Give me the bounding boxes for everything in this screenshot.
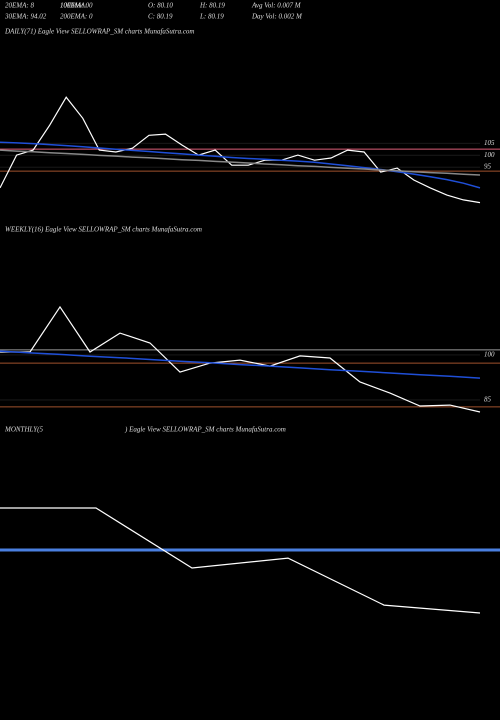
series-line <box>0 96 481 204</box>
header-stat: O: 80.10 <box>148 2 173 10</box>
y-tick-label: 100 <box>484 151 495 159</box>
header-stat: 100EMA: 0 <box>60 2 93 10</box>
y-tick-label: 105 <box>484 139 495 147</box>
header-stat: 20EMA: 8 <box>5 2 34 10</box>
y-tick-label: 85 <box>484 396 492 404</box>
header-stat: 200EMA: 0 <box>60 13 93 21</box>
panel-subtitle: ) Eagle View SELLOWRAP_SM charts MunafaS… <box>124 426 286 434</box>
series-line <box>0 350 481 379</box>
series-line <box>0 507 481 614</box>
y-tick-label: 100 <box>484 351 495 359</box>
header-stat: Day Vol: 0.002 M <box>251 13 303 21</box>
header-stat: 10EMA: 0 <box>60 2 89 10</box>
panel-title: MONTHLY(5 <box>4 426 43 434</box>
header-stat: C: 80.19 <box>148 13 173 21</box>
header-stat: 30EMA: 94.02 <box>4 13 47 21</box>
series-line <box>0 141 481 189</box>
panel-title: WEEKLY(16) Eagle View SELLOWRAP_SM chart… <box>5 226 202 234</box>
header-stat: L: 80.19 <box>199 13 224 21</box>
series-line <box>0 305 481 413</box>
header-stat: H: 80.19 <box>199 2 225 10</box>
series-line <box>0 149 481 176</box>
panel-title: DAILY(71) Eagle View SELLOWRAP_SM charts… <box>4 28 195 36</box>
header-stat: Avg Vol: 0.007 M <box>251 2 302 10</box>
y-tick-label: 95 <box>484 163 492 171</box>
